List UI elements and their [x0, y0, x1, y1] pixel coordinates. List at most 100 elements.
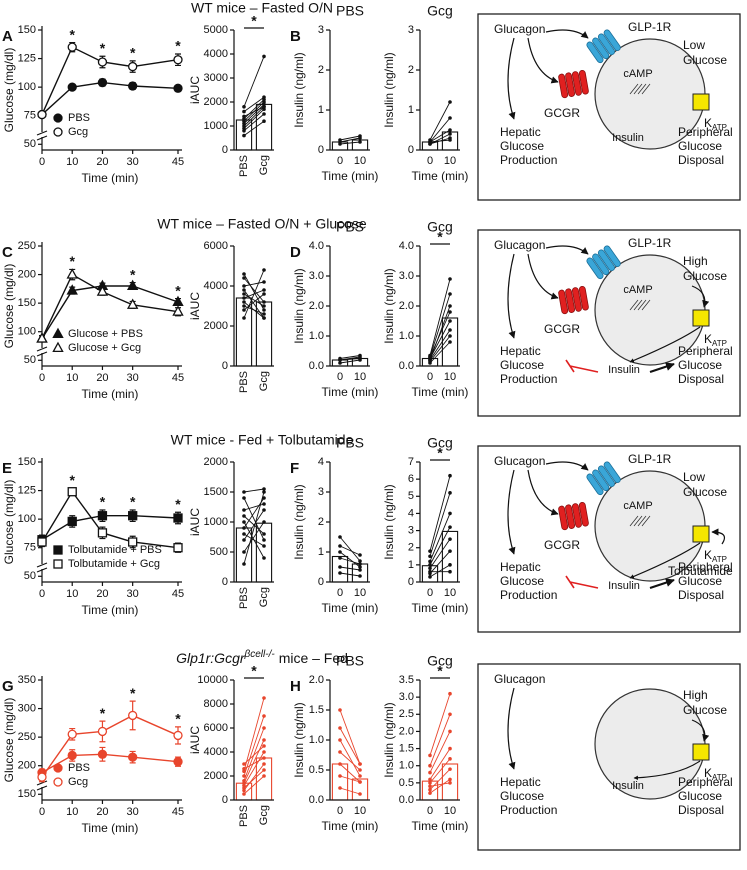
y-axis-label: Glucose (mg/dl) [2, 480, 16, 565]
gcgr-label: GCGR [544, 538, 580, 552]
pair-point [262, 538, 266, 542]
y-tick-label: 75 [24, 110, 36, 122]
pair-point [358, 553, 362, 557]
pair-point [262, 268, 266, 272]
y-tick-label: 0.0 [309, 794, 324, 806]
y-axis-label: iAUC [188, 508, 202, 536]
chart-title: Gcg [427, 219, 453, 235]
y-tick-label: 3 [408, 24, 414, 36]
marker [172, 305, 184, 316]
pair-line [243, 751, 265, 786]
series-line [41, 46, 179, 115]
arrow [527, 469, 559, 516]
pair-line [339, 536, 361, 562]
pair-line [429, 513, 451, 562]
pair-line [243, 521, 265, 553]
y-tick-label: 10000 [197, 674, 228, 686]
insulin-label: Insulin [612, 132, 644, 144]
pair-point [242, 526, 246, 530]
y-tick-label: 1.0 [309, 734, 324, 746]
x-tick-label: 45 [172, 372, 184, 384]
katp-label: KATP [704, 548, 727, 564]
pair-line [243, 745, 265, 765]
x-tick-label: 0 [337, 371, 343, 383]
legend-label: Glucose + Gcg [68, 342, 141, 354]
pair-line [243, 488, 265, 493]
y-tick-label: 8000 [204, 698, 228, 710]
y-tick-label: 4.0 [309, 240, 324, 252]
y-tick-label: 0 [408, 144, 414, 156]
panel-label: C [2, 244, 13, 261]
diagram-box [477, 445, 741, 633]
peripheral-label: Peripheral [678, 344, 733, 358]
pair-point [338, 556, 342, 560]
pair-line [243, 757, 265, 770]
hepatic-label: Glucose [500, 139, 544, 153]
pair-point [448, 100, 452, 104]
significance-star: * [69, 472, 75, 488]
marker [173, 543, 183, 553]
pair-point [338, 544, 342, 548]
arrow [711, 528, 725, 545]
glucose-label: Low [683, 470, 705, 484]
receptor-helix [586, 473, 604, 496]
x-tick-label: 10 [66, 806, 78, 818]
katp-channel [692, 93, 710, 111]
pair-line [243, 289, 265, 299]
marker [173, 55, 183, 65]
pair-point [448, 537, 452, 541]
pair-line [243, 104, 265, 124]
legend-label: Tolbutamide + Gcg [68, 558, 160, 570]
pair-line [243, 120, 265, 136]
x-axis-label: Time (min) [412, 169, 469, 183]
y-tick-label: 4 [318, 456, 324, 468]
gcgr-receptor [558, 70, 589, 99]
y-tick-label: 0.0 [399, 794, 414, 806]
y-tick-label: 2000 [204, 770, 228, 782]
pair-point [242, 296, 246, 300]
pair-line [429, 341, 451, 364]
pair-point [262, 487, 266, 491]
pair-point [338, 762, 342, 766]
katp-main: K [704, 766, 712, 780]
pair-point [262, 696, 266, 700]
diagram: Glucagon GLP-1RGCGRcAMPKATPLowGlucoseInsu… [477, 13, 741, 201]
pair-line [429, 305, 451, 361]
marker [36, 332, 48, 343]
pair-point [262, 502, 266, 506]
y-tick-label: 200 [18, 268, 36, 280]
significance-star: * [69, 26, 75, 42]
pair-point [428, 563, 432, 567]
katp-channel [692, 525, 710, 543]
y-tick-label: 1 [408, 104, 414, 116]
marker [128, 81, 138, 91]
x-tick-label: 10 [354, 587, 366, 599]
pair-point [242, 767, 246, 771]
y-tick-label: 4.0 [399, 240, 414, 252]
pair-line [429, 714, 451, 766]
chart-title: Gcg [427, 3, 453, 19]
pair-point [262, 544, 266, 548]
x-tick-label: 0 [39, 806, 45, 818]
y-tick-label: 1500 [204, 486, 228, 498]
y-tick-label: 3 [318, 24, 324, 36]
pair-line [339, 135, 361, 141]
pair-line [429, 335, 451, 362]
marker [128, 537, 138, 547]
pair-point [448, 767, 452, 771]
marker [67, 82, 77, 92]
pair-point [448, 781, 452, 785]
x-tick-label: Gcg [258, 155, 270, 175]
pair-line [243, 281, 265, 287]
katp-sub: ATP [712, 339, 727, 348]
receptor-helix [578, 502, 589, 527]
pair-point [262, 556, 266, 560]
axis-break [37, 782, 47, 787]
pair-point [338, 738, 342, 742]
pair-line [339, 739, 361, 777]
row-title-italic: Glp1r:Gcgr [176, 650, 246, 666]
katp-channel [692, 743, 710, 761]
pair-point [428, 753, 432, 758]
x-tick-label: 10 [444, 155, 456, 167]
pair-point [358, 792, 362, 796]
